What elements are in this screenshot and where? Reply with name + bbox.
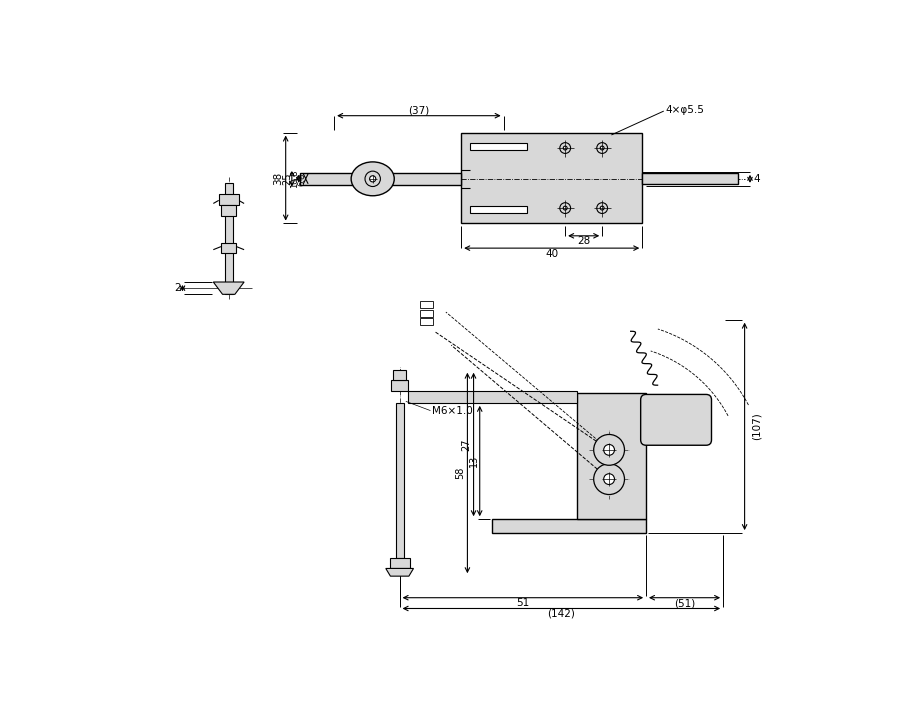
Text: (37): (37) xyxy=(409,105,429,115)
Bar xyxy=(221,205,237,216)
Text: 13: 13 xyxy=(469,455,480,467)
Circle shape xyxy=(604,444,615,455)
Circle shape xyxy=(597,142,608,154)
Bar xyxy=(643,173,738,184)
Bar xyxy=(300,172,461,185)
Ellipse shape xyxy=(351,162,394,196)
Circle shape xyxy=(563,146,567,150)
Circle shape xyxy=(560,142,571,154)
Polygon shape xyxy=(386,569,413,576)
Circle shape xyxy=(600,146,604,150)
Text: (107): (107) xyxy=(752,412,762,440)
Text: 6.8: 6.8 xyxy=(297,172,306,186)
Bar xyxy=(392,380,408,390)
Bar xyxy=(219,194,238,205)
Bar xyxy=(396,403,403,558)
Bar xyxy=(471,206,526,212)
Text: 27: 27 xyxy=(462,438,472,451)
Text: 28: 28 xyxy=(577,236,590,246)
Text: 40: 40 xyxy=(545,249,558,259)
Bar xyxy=(471,142,526,149)
FancyBboxPatch shape xyxy=(641,395,712,445)
Circle shape xyxy=(604,474,615,484)
Text: 10.8: 10.8 xyxy=(290,170,299,188)
Circle shape xyxy=(365,171,381,186)
Bar xyxy=(390,558,410,569)
Circle shape xyxy=(370,176,376,182)
Text: 2: 2 xyxy=(174,283,180,293)
Text: 4×φ5.5: 4×φ5.5 xyxy=(665,104,704,114)
Circle shape xyxy=(563,206,567,210)
Text: 58: 58 xyxy=(454,467,464,479)
Text: (142): (142) xyxy=(547,609,575,619)
Polygon shape xyxy=(213,282,244,294)
Circle shape xyxy=(560,203,571,214)
Circle shape xyxy=(600,206,604,210)
Bar xyxy=(393,370,406,380)
Circle shape xyxy=(597,203,608,214)
Bar xyxy=(577,393,646,519)
Bar xyxy=(492,519,646,533)
Bar xyxy=(420,310,433,317)
Text: 4: 4 xyxy=(753,174,760,184)
Bar xyxy=(420,318,433,325)
Circle shape xyxy=(594,464,625,494)
Bar xyxy=(420,301,433,308)
Text: (51): (51) xyxy=(674,598,695,608)
Bar xyxy=(461,132,643,224)
Bar xyxy=(225,183,232,294)
Text: 38: 38 xyxy=(273,172,283,184)
Circle shape xyxy=(594,435,625,465)
Text: M6×1.0: M6×1.0 xyxy=(432,406,473,416)
Bar xyxy=(221,243,237,253)
Text: 25: 25 xyxy=(283,172,293,185)
Text: 51: 51 xyxy=(517,598,529,608)
Bar xyxy=(408,390,577,403)
